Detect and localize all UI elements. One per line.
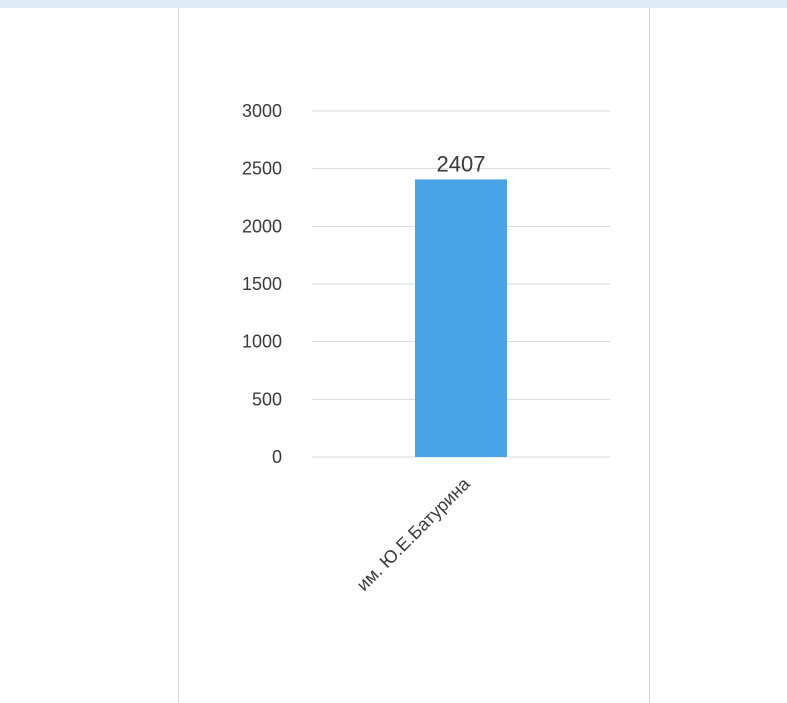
y-tick-label: 0 — [272, 447, 282, 467]
y-tick-label: 2500 — [242, 159, 282, 179]
y-tick-label: 500 — [252, 389, 282, 409]
bars — [415, 179, 507, 457]
data-labels: 2407 — [437, 151, 486, 176]
y-tick-label: 1500 — [242, 274, 282, 294]
y-tick-label: 2000 — [242, 216, 282, 236]
chart-frame — [178, 8, 650, 703]
bar-value-label: 2407 — [437, 151, 486, 176]
category-label: им. Ю.Е.Батурина — [353, 473, 475, 595]
top-band — [0, 0, 787, 8]
bar — [415, 179, 507, 457]
y-axis-ticks: 0 500 1000 1500 2000 2500 3000 — [242, 101, 282, 467]
category-labels: им. Ю.Е.Батурина — [353, 473, 475, 595]
y-tick-label: 3000 — [242, 101, 282, 121]
y-tick-label: 1000 — [242, 332, 282, 352]
